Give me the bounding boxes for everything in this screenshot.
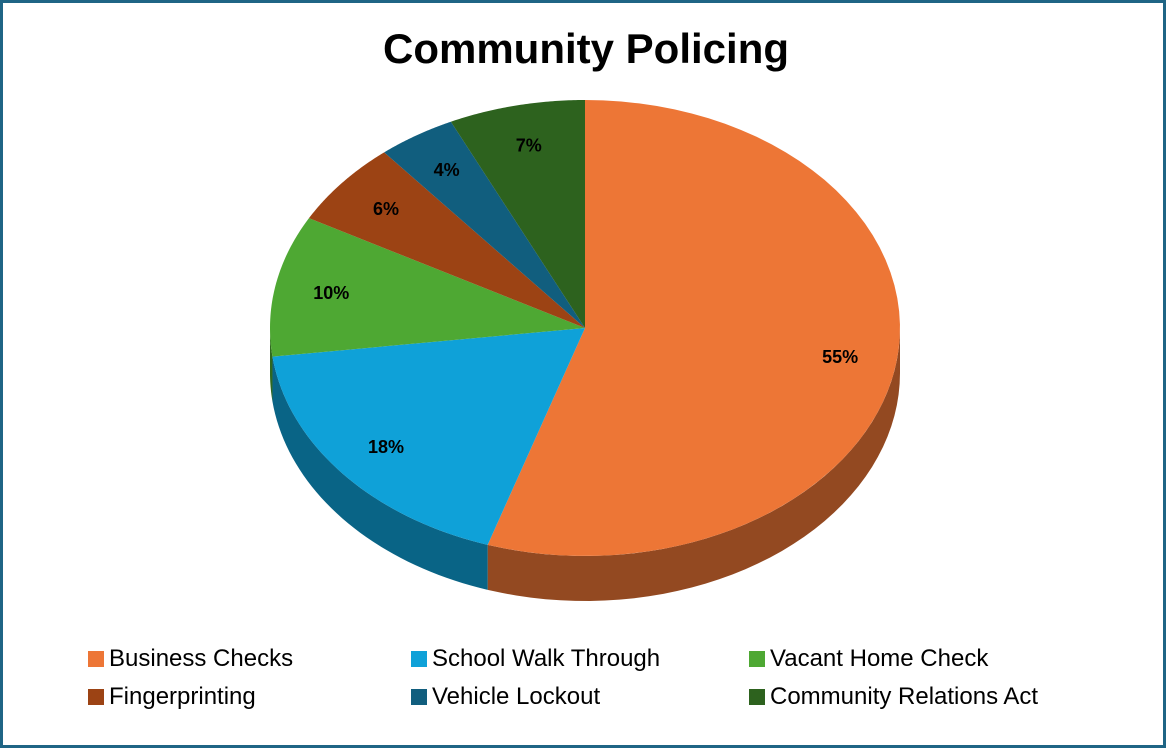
legend-swatch-community-relations-act [749, 689, 765, 705]
legend-item-community-relations-act: Community Relations Act [749, 682, 1038, 712]
pie-side-school-walk-through [272, 356, 488, 590]
legend-label-community-relations-act: Community Relations Act [770, 683, 1039, 710]
pie-slice-fingerprinting [308, 152, 585, 328]
legend-item-vacant-home-check: Vacant Home Check [749, 644, 988, 674]
legend-item-school-walk-through: School Walk Through [411, 644, 660, 674]
data-label-business-checks: 55% [822, 347, 858, 367]
data-label-vacant-home-check: 10% [313, 283, 349, 303]
legend-item-business-checks: Business Checks [88, 644, 293, 674]
legend-label-business-checks: Business Checks [109, 645, 294, 672]
legend-label-vehicle-lockout: Vehicle Lockout [432, 683, 601, 710]
pie-slice-business-checks [487, 100, 900, 556]
legend-item-vehicle-lockout: Vehicle Lockout [411, 682, 600, 712]
legend-label-school-walk-through: School Walk Through [432, 645, 661, 672]
chart-title: Community Policing [382, 25, 789, 72]
legend-label-fingerprinting: Fingerprinting [109, 683, 256, 710]
pie-slice-community-relations-act [450, 100, 585, 328]
legend-swatch-vacant-home-check [749, 651, 765, 667]
data-label-vehicle-lockout: 4% [434, 160, 460, 180]
legend-swatch-vehicle-lockout [411, 689, 427, 705]
legend-swatch-school-walk-through [411, 651, 427, 667]
legend-item-fingerprinting: Fingerprinting [88, 682, 256, 712]
data-label-fingerprinting: 6% [373, 199, 399, 219]
legend-swatch-fingerprinting [88, 689, 104, 705]
legend-label-vacant-home-check: Vacant Home Check [770, 645, 989, 672]
pie-side-business-checks [487, 328, 900, 601]
pie-slice-vacant-home-check [270, 218, 585, 357]
data-label-school-walk-through: 18% [368, 437, 404, 457]
pie-side-vacant-home-check [270, 328, 273, 402]
pie-slice-school-walk-through [272, 328, 585, 545]
legend-swatch-business-checks [88, 651, 104, 667]
data-label-community-relations-act: 7% [516, 136, 542, 156]
pie-slice-vehicle-lockout [384, 121, 585, 328]
